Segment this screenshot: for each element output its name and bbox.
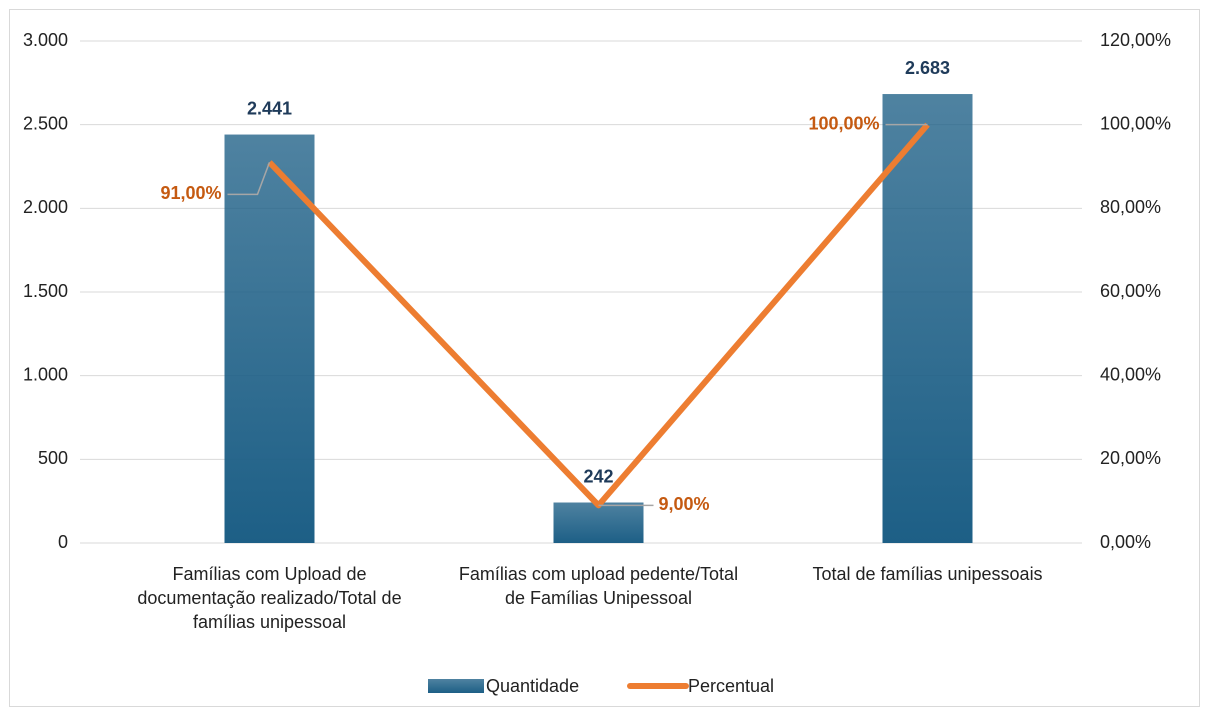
y-tick-label: 500 [38,448,68,468]
chart-border [9,9,1200,707]
legend-swatch [428,679,484,693]
y-tick-label: 3.000 [23,30,68,50]
line-value-label: 91,00% [160,183,221,203]
y2-tick-label: 80,00% [1100,197,1161,217]
legend-label: Percentual [688,676,774,696]
bar-value-label: 2.683 [905,58,950,78]
line-value-label: 100,00% [808,113,879,133]
legend-label: Quantidade [486,676,579,696]
y2-tick-label: 100,00% [1100,113,1171,133]
x-tick-label: Famílias com Upload de documentação real… [137,564,402,632]
x-tick-label: Famílias com upload pedente/Total de Fam… [458,564,739,608]
bar [882,94,973,543]
bar-value-label: 2.441 [247,98,292,118]
line-value-label: 9,00% [659,494,710,514]
y-tick-label: 1.000 [23,364,68,384]
bar [224,134,315,543]
y-tick-label: 2.500 [23,113,68,133]
y-tick-label: 1.500 [23,281,68,301]
x-tick-label: Total de famílias unipessoais [812,564,1043,584]
y2-tick-label: 120,00% [1100,30,1171,50]
y2-tick-label: 60,00% [1100,281,1161,301]
bar-value-label: 242 [583,466,613,486]
bar [553,502,644,543]
leader-line [227,162,271,196]
y2-tick-label: 20,00% [1100,448,1161,468]
y2-tick-label: 0,00% [1100,532,1151,552]
y2-tick-label: 40,00% [1100,364,1161,384]
y-tick-label: 2.000 [23,197,68,217]
y-tick-label: 0 [58,532,68,552]
